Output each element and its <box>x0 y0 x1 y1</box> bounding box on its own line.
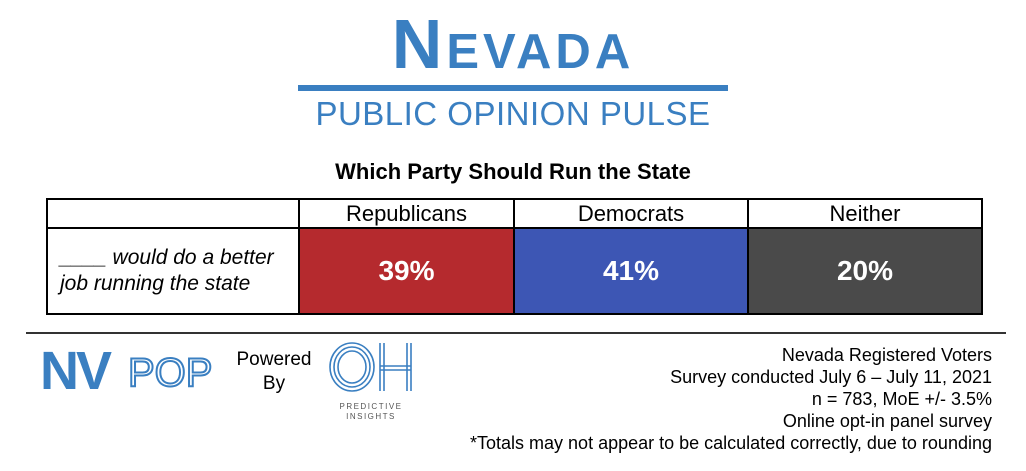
value-cell-republicans: 39% <box>298 227 515 315</box>
column-header-neither: Neither <box>747 198 983 229</box>
row-label: ____ would do a better job running the s… <box>46 227 300 315</box>
note-population: Nevada Registered Voters <box>781 345 992 365</box>
oh-predictive-insights-logo: PREDICTIVE INSIGHTS <box>329 342 412 421</box>
column-header-republicans: Republicans <box>298 198 515 229</box>
data-row: ____ would do a better job running the s… <box>46 227 983 315</box>
logo-title: Nevada <box>391 5 635 83</box>
nvpop-logo-nv: NV <box>40 342 112 394</box>
results-table: Republicans Democrats Neither ____ would… <box>46 198 983 315</box>
logo-subtitle: PUBLIC OPINION PULSE <box>315 95 711 132</box>
partner-name-line2: INSIGHTS <box>346 412 396 421</box>
header-row: Republicans Democrats Neither <box>46 198 983 229</box>
value-cell-democrats: 41% <box>513 227 749 315</box>
nvpop-logo: NV POP <box>40 342 213 394</box>
nvpop-logo-pop: POP <box>128 351 212 394</box>
note-dates: Survey conducted July 6 – July 11, 2021 <box>670 367 992 387</box>
survey-notes: Nevada Registered Voters Survey conducte… <box>470 344 992 454</box>
value-cell-neither: 20% <box>747 227 983 315</box>
oh-monogram-icon <box>329 342 412 392</box>
corner-cell <box>46 198 300 229</box>
note-sample: n = 783, MoE +/- 3.5% <box>811 389 992 409</box>
nevada-logo: Nevada PUBLIC OPINION PULSE <box>0 0 1026 140</box>
note-rounding: *Totals may not appear to be calculated … <box>470 433 992 453</box>
column-header-democrats: Democrats <box>513 198 749 229</box>
logo-underline <box>298 85 728 91</box>
footer-divider <box>26 332 1006 334</box>
powered-by-label: Powered By <box>236 349 312 394</box>
partner-name-line1: PREDICTIVE <box>339 402 402 411</box>
chart-title: Which Party Should Run the State <box>335 159 691 184</box>
note-method: Online opt-in panel survey <box>782 411 992 431</box>
